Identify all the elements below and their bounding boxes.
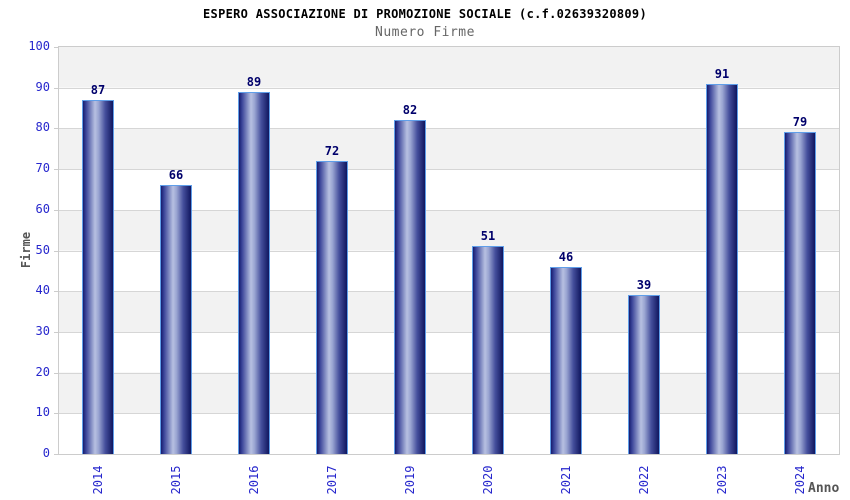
gridline xyxy=(59,88,839,89)
y-tick-mark xyxy=(54,47,58,48)
y-tick-label: 90 xyxy=(35,80,50,94)
y-tick-mark xyxy=(54,210,58,211)
y-tick-label: 20 xyxy=(35,365,50,379)
x-tick-label: 2017 xyxy=(325,465,339,495)
bar-2022 xyxy=(628,295,660,454)
bar-2020 xyxy=(472,246,504,454)
y-tick-label: 80 xyxy=(35,120,50,134)
bar-2024 xyxy=(784,132,816,454)
y-tick-mark xyxy=(54,332,58,333)
bar-value-label: 87 xyxy=(90,82,106,97)
bar-value-label: 66 xyxy=(168,168,184,183)
y-tick-mark xyxy=(54,251,58,252)
gridline xyxy=(59,373,839,374)
y-tick-label: 50 xyxy=(35,243,50,257)
bar-value-label: 89 xyxy=(246,74,262,89)
x-tick-label: 2022 xyxy=(637,465,651,495)
y-tick-label: 70 xyxy=(35,161,50,175)
x-tick-label: 2015 xyxy=(169,465,183,495)
chart-subtitle: Numero Firme xyxy=(375,25,475,40)
chart-title: ESPERO ASSOCIAZIONE DI PROMOZIONE SOCIAL… xyxy=(203,7,647,21)
y-tick-mark xyxy=(54,88,58,89)
gridline xyxy=(59,291,839,292)
bar-value-label: 72 xyxy=(324,143,340,158)
bar-2014 xyxy=(82,99,114,454)
bar-value-label: 46 xyxy=(558,249,574,264)
bar-value-label: 39 xyxy=(636,278,652,293)
x-tick-label: 2021 xyxy=(559,465,573,495)
bar-value-label: 91 xyxy=(714,66,730,81)
y-tick-label: 0 xyxy=(42,446,50,460)
y-axis-title: Firme xyxy=(19,231,33,269)
x-tick-label: 2023 xyxy=(715,465,729,495)
y-tick-label: 10 xyxy=(35,405,50,419)
x-tick-label: 2014 xyxy=(91,465,105,495)
x-tick-label: 2019 xyxy=(403,465,417,495)
y-tick-mark xyxy=(54,373,58,374)
y-tick-label: 30 xyxy=(35,324,50,338)
x-axis-title: Anno xyxy=(808,481,840,496)
y-tick-label: 100 xyxy=(28,39,50,53)
gridline xyxy=(59,169,839,170)
gridline xyxy=(59,128,839,129)
bar-2017 xyxy=(316,160,348,454)
y-tick-label: 40 xyxy=(35,283,50,297)
x-tick-label: 2024 xyxy=(793,465,807,495)
y-tick-mark xyxy=(54,128,58,129)
gridline xyxy=(59,251,839,252)
y-tick-label: 60 xyxy=(35,202,50,216)
y-tick-mark xyxy=(54,291,58,292)
gridline xyxy=(59,210,839,211)
bar-2015 xyxy=(160,185,192,454)
bar-value-label: 82 xyxy=(402,103,418,118)
bar-2023 xyxy=(706,83,738,454)
bar-value-label: 79 xyxy=(792,115,808,130)
bar-2021 xyxy=(550,266,582,454)
y-tick-mark xyxy=(54,454,58,455)
x-tick-label: 2020 xyxy=(481,465,495,495)
x-tick-label: 2016 xyxy=(247,465,261,495)
y-tick-mark xyxy=(54,169,58,170)
y-tick-mark xyxy=(54,413,58,414)
bar-2019 xyxy=(394,120,426,454)
bar-2016 xyxy=(238,91,270,454)
bar-value-label: 51 xyxy=(480,229,496,244)
gridline xyxy=(59,332,839,333)
gridline xyxy=(59,413,839,414)
